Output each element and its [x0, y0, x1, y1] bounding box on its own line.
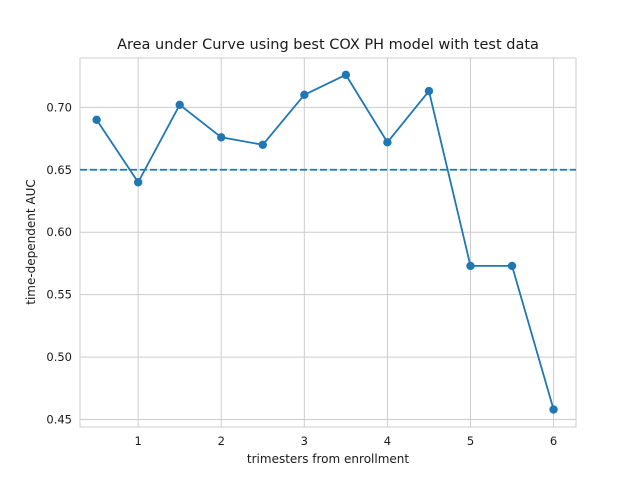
data-point — [466, 261, 475, 271]
data-point — [383, 138, 392, 147]
data-point — [300, 90, 309, 100]
grid — [80, 58, 576, 427]
x-tick-label: 5 — [467, 434, 474, 448]
x-tick-label: 1 — [134, 434, 141, 448]
x-tick-label: 3 — [301, 434, 308, 448]
y-tick-label: 0.65 — [46, 163, 72, 177]
plot-frame — [79, 57, 577, 428]
data-point — [507, 261, 517, 271]
chart-title: Area under Curve using best COX PH model… — [117, 37, 539, 53]
y-tick-label: 0.70 — [46, 100, 72, 114]
y-tick-label: 0.45 — [46, 413, 72, 427]
data-point — [133, 178, 143, 187]
data-point — [92, 115, 101, 125]
x-axis-label: trimesters from enrollment — [247, 452, 409, 466]
data-point — [258, 140, 267, 149]
data-point — [424, 86, 434, 96]
data-point — [175, 100, 184, 110]
data-point — [341, 70, 351, 80]
data-point — [217, 133, 226, 142]
x-tick-label: 2 — [218, 434, 225, 448]
x-tick-label: 6 — [550, 434, 557, 448]
series-line — [95, 73, 555, 410]
y-tick-label: 0.60 — [46, 225, 72, 239]
y-tick-label: 0.50 — [46, 350, 72, 364]
data-point — [549, 405, 558, 414]
series-layer — [92, 70, 558, 414]
x-tick-label: 4 — [384, 434, 391, 448]
y-axis-label: time-dependent AUC — [24, 179, 38, 305]
x-axis-ticks: 1 2 3 4 5 6 — [134, 434, 557, 448]
y-tick-label: 0.55 — [46, 288, 72, 302]
y-axis-ticks: 0.45 0.50 0.55 0.60 0.65 0.70 — [46, 100, 72, 426]
